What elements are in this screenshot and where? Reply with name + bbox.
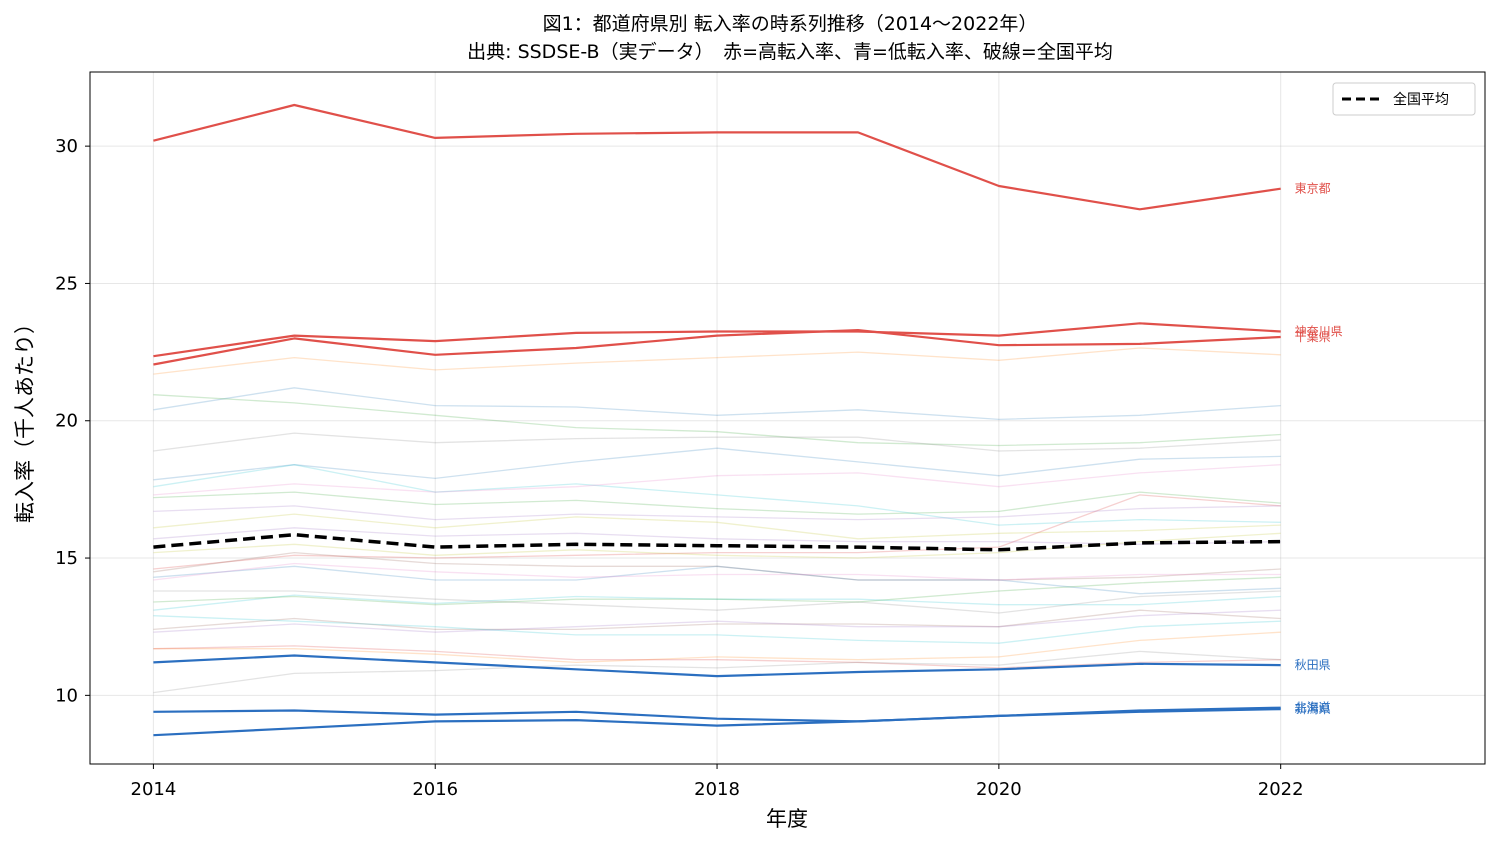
y-tick-label: 25 (55, 273, 78, 294)
background-series-line (153, 347, 1281, 375)
y-tick-label: 15 (55, 548, 78, 569)
series-end-label: 東京都 (1295, 182, 1331, 196)
legend: 全国平均 (1332, 82, 1476, 116)
background-series-line (153, 394, 1281, 447)
background-series-group (153, 347, 1281, 694)
series-line-high (153, 103, 1281, 211)
series-end-label: 北海道 (1295, 700, 1331, 715)
series-end-label: 新潟県 (1295, 701, 1331, 716)
series-line-high (153, 322, 1281, 358)
background-series-line (153, 432, 1281, 452)
background-series-line (153, 505, 1281, 521)
background-series-line (153, 494, 1281, 570)
background-series-line (153, 576, 1281, 606)
series-end-label: 神奈川県 (1295, 325, 1343, 339)
background-series-line (153, 387, 1281, 421)
background-series-line (153, 491, 1281, 515)
average-series-group (153, 532, 1281, 552)
legend-box (1332, 82, 1476, 116)
background-series-line (153, 631, 1281, 664)
legend-average-label: 全国平均 (1393, 91, 1449, 108)
background-series-line (153, 464, 1281, 526)
y-tick-label: 30 (55, 136, 78, 157)
x-axis-label: 年度 (766, 807, 808, 831)
x-tick-label: 2014 (131, 779, 177, 800)
background-series-line (153, 527, 1281, 545)
background-series-line (153, 551, 1281, 581)
background-series-line (153, 609, 1281, 631)
x-tick-label: 2016 (412, 779, 458, 800)
chart-subtitle: 出典: SSDSE-B（実データ） 赤=高転入率、青=低転入率、破線=全国平均 (467, 41, 1113, 63)
background-series-line (153, 464, 1281, 496)
background-series-line (153, 562, 1281, 581)
background-series-line (153, 513, 1281, 540)
chart-title: 図1：都道府県別 転入率の時系列推移（2014〜2022年） (543, 13, 1038, 35)
background-series-line (153, 645, 1281, 669)
x-tick-label: 2022 (1258, 779, 1304, 800)
background-series-line (153, 594, 1281, 611)
background-series-line (153, 565, 1281, 595)
highlight-series-group (153, 103, 1281, 737)
average-series-line (153, 532, 1281, 552)
series-line-high (153, 329, 1281, 366)
background-series-line (153, 650, 1281, 694)
x-tick-label: 2020 (976, 779, 1022, 800)
grid (90, 72, 1485, 764)
series-line-low (153, 706, 1281, 737)
series-end-label: 秋田県 (1295, 658, 1331, 672)
background-series-line (153, 590, 1281, 614)
axis-ticks: 2014 2016 2018 2020 2022 10 15 20 25 30 (55, 136, 1303, 800)
series-end-label: 千葉県 (1295, 330, 1331, 344)
background-series-line (153, 615, 1281, 644)
y-tick-label: 10 (55, 685, 78, 706)
y-axis-label: 転入率（千人あたり） (13, 313, 37, 523)
background-series-line (153, 609, 1281, 633)
series-line-low (153, 654, 1281, 678)
y-tick-label: 20 (55, 411, 78, 432)
background-series-line (153, 447, 1281, 481)
x-tick-label: 2018 (694, 779, 740, 800)
plot-area-frame (89, 71, 1486, 765)
